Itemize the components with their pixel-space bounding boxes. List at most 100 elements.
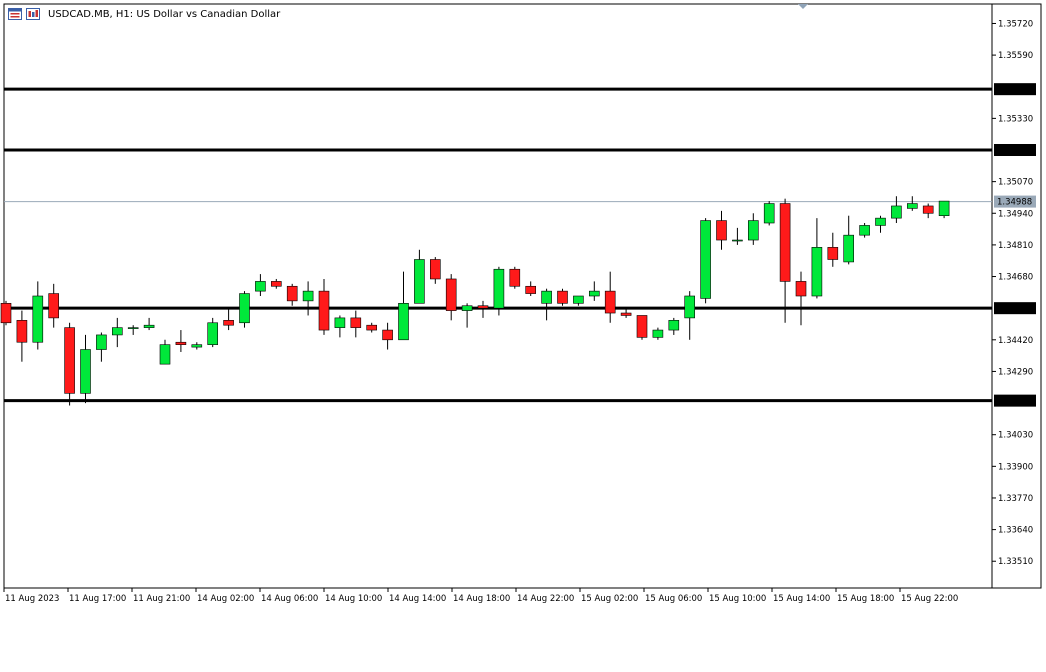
candle bbox=[255, 274, 266, 296]
level-label: 1.34550 bbox=[997, 304, 1032, 314]
candle bbox=[811, 218, 823, 299]
candle-body bbox=[175, 341, 187, 345]
candle-body bbox=[366, 324, 378, 331]
candle-body bbox=[16, 320, 28, 343]
candle-body bbox=[763, 203, 775, 224]
candle-body bbox=[636, 315, 648, 338]
price-tick-label: 1.34420 bbox=[998, 336, 1033, 346]
candle-body bbox=[684, 295, 696, 319]
price-tick-label: 1.35070 bbox=[998, 178, 1033, 188]
candle bbox=[779, 198, 791, 323]
candle bbox=[366, 322, 378, 333]
candle-body bbox=[588, 290, 600, 297]
candle bbox=[334, 315, 346, 338]
candle bbox=[493, 266, 505, 316]
candle bbox=[270, 278, 282, 289]
candle bbox=[922, 203, 934, 219]
candle-body bbox=[922, 205, 934, 214]
candle-body bbox=[350, 317, 362, 328]
price-tick-label: 1.34940 bbox=[998, 209, 1033, 219]
candle bbox=[445, 274, 457, 321]
level-label-box bbox=[994, 394, 1036, 407]
candle-body bbox=[191, 344, 203, 348]
candle bbox=[938, 200, 950, 219]
candle bbox=[239, 291, 250, 328]
time-tick-label: 14 Aug 14:00 bbox=[389, 594, 446, 604]
candle bbox=[461, 303, 473, 328]
candle bbox=[541, 288, 552, 321]
bar-chart-icon[interactable] bbox=[8, 8, 22, 20]
candle-body bbox=[795, 281, 807, 297]
candle-body bbox=[414, 259, 425, 304]
candle-body bbox=[48, 293, 60, 319]
chart-title: USDCAD.MB, H1: US Dollar vs Canadian Dol… bbox=[48, 8, 281, 20]
time-axis[interactable]: 11 Aug 2023 11 Aug 17:00 11 Aug 21:00 14 Au… bbox=[3, 588, 958, 604]
indicators-icon[interactable] bbox=[26, 8, 40, 20]
candle-body bbox=[557, 290, 568, 304]
candle bbox=[48, 283, 60, 328]
chart-frame bbox=[3, 3, 1042, 589]
price-tick-label: 1.33510 bbox=[998, 557, 1033, 567]
candle-body bbox=[509, 268, 521, 287]
candle-body bbox=[700, 220, 711, 299]
level-label: 1.35200 bbox=[997, 146, 1032, 156]
price-axis[interactable]: 1.35720 1.35590 1.35330 1.35070 1.34940 1.348… bbox=[992, 19, 1036, 567]
candle bbox=[668, 317, 680, 335]
candle bbox=[477, 300, 489, 318]
chart-header: USDCAD.MB, H1: US Dollar vs Canadian Dol… bbox=[8, 8, 280, 20]
candle bbox=[398, 271, 409, 341]
time-tick-label: 14 Aug 02:00 bbox=[197, 594, 254, 604]
candle-body bbox=[811, 247, 823, 297]
candle bbox=[843, 215, 855, 265]
candle bbox=[302, 281, 314, 316]
candle-body bbox=[96, 334, 107, 350]
time-tick-label: 15 Aug 02:00 bbox=[581, 594, 638, 604]
candle-body bbox=[223, 320, 234, 326]
candle bbox=[143, 317, 155, 331]
time-tick-label: 15 Aug 14:00 bbox=[773, 594, 830, 604]
candle bbox=[223, 308, 234, 331]
candle bbox=[620, 308, 632, 318]
price-tick-label: 1.34810 bbox=[998, 241, 1033, 251]
candle-body bbox=[382, 329, 393, 341]
candle bbox=[636, 315, 648, 340]
time-tick-label: 15 Aug 06:00 bbox=[645, 594, 702, 604]
candle-body bbox=[541, 290, 552, 304]
level-label-box bbox=[994, 83, 1036, 96]
price-tick-label: 1.33640 bbox=[998, 526, 1033, 536]
level-label-box bbox=[994, 144, 1036, 156]
candle-body bbox=[652, 329, 664, 338]
candle-body bbox=[159, 344, 171, 365]
price-tick-label: 1.33900 bbox=[998, 462, 1033, 472]
candle-body bbox=[270, 281, 282, 287]
price-tick-label: 1.33770 bbox=[998, 494, 1033, 504]
candle bbox=[0, 300, 12, 326]
price-tick-label: 1.35720 bbox=[998, 19, 1033, 29]
candle bbox=[573, 295, 584, 306]
time-tick-label: 15 Aug 10:00 bbox=[709, 594, 766, 604]
time-tick-label: 11 Aug 21:00 bbox=[133, 594, 190, 604]
candle bbox=[32, 281, 44, 350]
candle-body bbox=[398, 302, 409, 341]
candle-body bbox=[875, 217, 886, 226]
candle bbox=[700, 218, 711, 304]
price-tick-label: 1.34030 bbox=[998, 431, 1033, 441]
time-tick-label: 11 Aug 2023 bbox=[5, 594, 59, 604]
current-price-label: 1.34988 bbox=[997, 198, 1032, 208]
candle-body bbox=[859, 225, 870, 236]
candle bbox=[557, 288, 568, 306]
price-tick-label: 1.34290 bbox=[998, 367, 1033, 377]
candle bbox=[191, 342, 203, 350]
candle-body bbox=[827, 247, 839, 260]
candle bbox=[875, 215, 886, 233]
price-axis-frame bbox=[991, 3, 1042, 589]
candle-body bbox=[429, 259, 441, 280]
time-tick-label: 11 Aug 17:00 bbox=[69, 594, 126, 604]
candle bbox=[652, 327, 664, 340]
candle bbox=[891, 196, 902, 223]
price-tick-label: 1.34680 bbox=[998, 273, 1033, 283]
candles bbox=[0, 196, 950, 406]
candle bbox=[716, 210, 727, 250]
candle bbox=[827, 232, 839, 267]
